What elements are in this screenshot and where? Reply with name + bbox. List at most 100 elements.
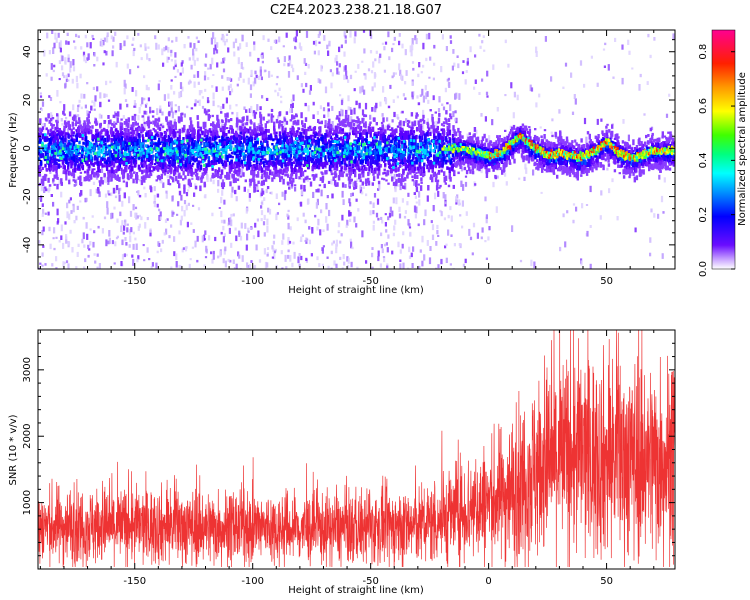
spectrogram-noise-cell [205,245,208,252]
spectrogram-noise-cell [170,101,173,108]
spectrogram-band-cell [654,162,658,169]
spectrogram-band-cell [354,156,357,163]
spectrogram-noise-cell [263,214,266,220]
spectrogram-band-cell [602,133,605,137]
spectrogram-noise-cell [319,229,322,236]
spectrogram-noise-cell [84,59,88,64]
spectrogram-noise-cell [210,37,213,45]
spectrogram-noise-cell [236,83,239,87]
spectrogram-noise-cell [94,95,97,102]
spectrogram-band-cell [594,163,597,167]
spectrogram-noise-cell [398,213,402,219]
spectrogram-band-cell [552,169,555,175]
spectrogram-noise-cell [484,196,487,202]
spectrogram-band-cell [96,156,99,163]
spectrogram-noise-cell [170,224,173,228]
spectrogram-noise-cell [43,49,46,57]
spectrogram-noise-cell [379,53,382,58]
spectrogram-band-cell [296,130,299,133]
spectrogram-band-cell [426,123,430,129]
spectrogram-band-cell [213,136,217,141]
spectrogram-noise-cell [480,166,483,174]
spectrogram-noise-cell [308,239,311,245]
spectrogram-band-cell [336,123,340,126]
spectrogram-band-cell [546,140,549,144]
spectrogram-band-cell [168,112,171,115]
spectrogram-noise-cell [491,119,494,126]
spectrogram-noise-cell [206,109,209,114]
spectrogram-band-cell [251,136,254,141]
spectrogram-noise-cell [114,241,117,247]
spectrogram-noise-cell [562,86,565,89]
spectrogram-band-cell [49,128,53,133]
spectrogram-noise-cell [40,195,43,202]
spectrogram-noise-cell [45,73,48,77]
spectrogram-noise-cell [162,62,165,67]
spectrogram-noise-cell [606,167,609,171]
spectrogram-noise-cell [181,86,184,92]
spectrogram-noise-cell [179,72,182,76]
spectrogram-noise-cell [447,229,450,236]
spectrogram-noise-cell [492,181,495,188]
spectrogram-noise-cell [148,258,151,261]
spectrogram-band-cell [345,173,348,177]
spectrogram-band-cell [163,165,166,170]
spectrogram-noise-cell [271,245,274,250]
spectrogram-noise-cell [103,216,107,220]
spectrogram-noise-cell [440,258,443,265]
spectrogram-band-cell [271,177,274,182]
spectrogram-band-cell [447,128,450,134]
spectrogram-noise-cell [120,225,123,232]
spectrogram-band-cell [168,155,171,159]
spectrogram-noise-cell [102,40,105,46]
spectrogram-noise-cell [432,205,435,212]
spectrogram-noise-cell [204,256,208,259]
spectrogram-band-cell [476,136,480,141]
spectrogram-band-cell [356,160,359,165]
spectrogram-noise-cell [341,190,344,198]
spectrogram-noise-cell [43,186,46,193]
spectrogram-band-cell [80,129,84,134]
spectrogram-noise-cell [214,236,217,242]
spectrogram-band-cell [642,165,645,168]
spectrogram-noise-cell [163,232,166,236]
spectrogram-band-cell [319,127,322,133]
spectrogram-noise-cell [191,177,194,180]
spectrogram-noise-cell [511,225,514,232]
spectrogram-noise-cell [308,178,311,180]
spectrogram-band-cell [247,128,250,134]
spectrogram-band-cell [570,161,573,167]
spectrogram-noise-cell [317,78,320,83]
spectrogram-band-cell [334,184,338,187]
spectrogram-noise-cell [155,42,158,50]
spectrogram-noise-cell [56,208,59,216]
spectrogram-noise-cell [424,85,427,91]
spectrogram-noise-cell [257,57,260,62]
spectrogram-band-cell [398,164,402,168]
spectrogram-noise-cell [276,75,279,79]
spectrogram-noise-cell [105,80,108,86]
spectrogram-band-cell [352,122,356,127]
spectrogram-noise-cell [107,190,110,195]
spectrogram-noise-cell [241,255,244,262]
spectrogram-band-cell [400,157,404,163]
spectrogram-band-cell [447,118,451,122]
spectrogram-noise-cell [85,197,88,202]
spectrogram-band-cell [189,120,193,125]
spectrogram-noise-cell [440,66,443,73]
spectrogram-noise-cell [189,42,192,48]
spectrogram-noise-cell [325,216,328,223]
spectrogram-noise-cell [86,233,89,240]
spectrogram-band-cell [219,127,223,133]
spectrogram-noise-cell [245,207,248,214]
spectrogram-noise-cell [99,92,102,99]
spectrogram-noise-cell [326,223,329,231]
spectrogram-noise-cell [516,94,519,101]
spectrogram-noise-cell [411,43,414,51]
spectrogram-noise-cell [359,184,362,190]
spectrogram-noise-cell [233,51,236,57]
spectrogram-band-cell [147,156,150,162]
spectrogram-noise-cell [314,40,318,47]
spectrogram-noise-cell [207,67,210,70]
spectrogram-band-cell [319,177,322,181]
